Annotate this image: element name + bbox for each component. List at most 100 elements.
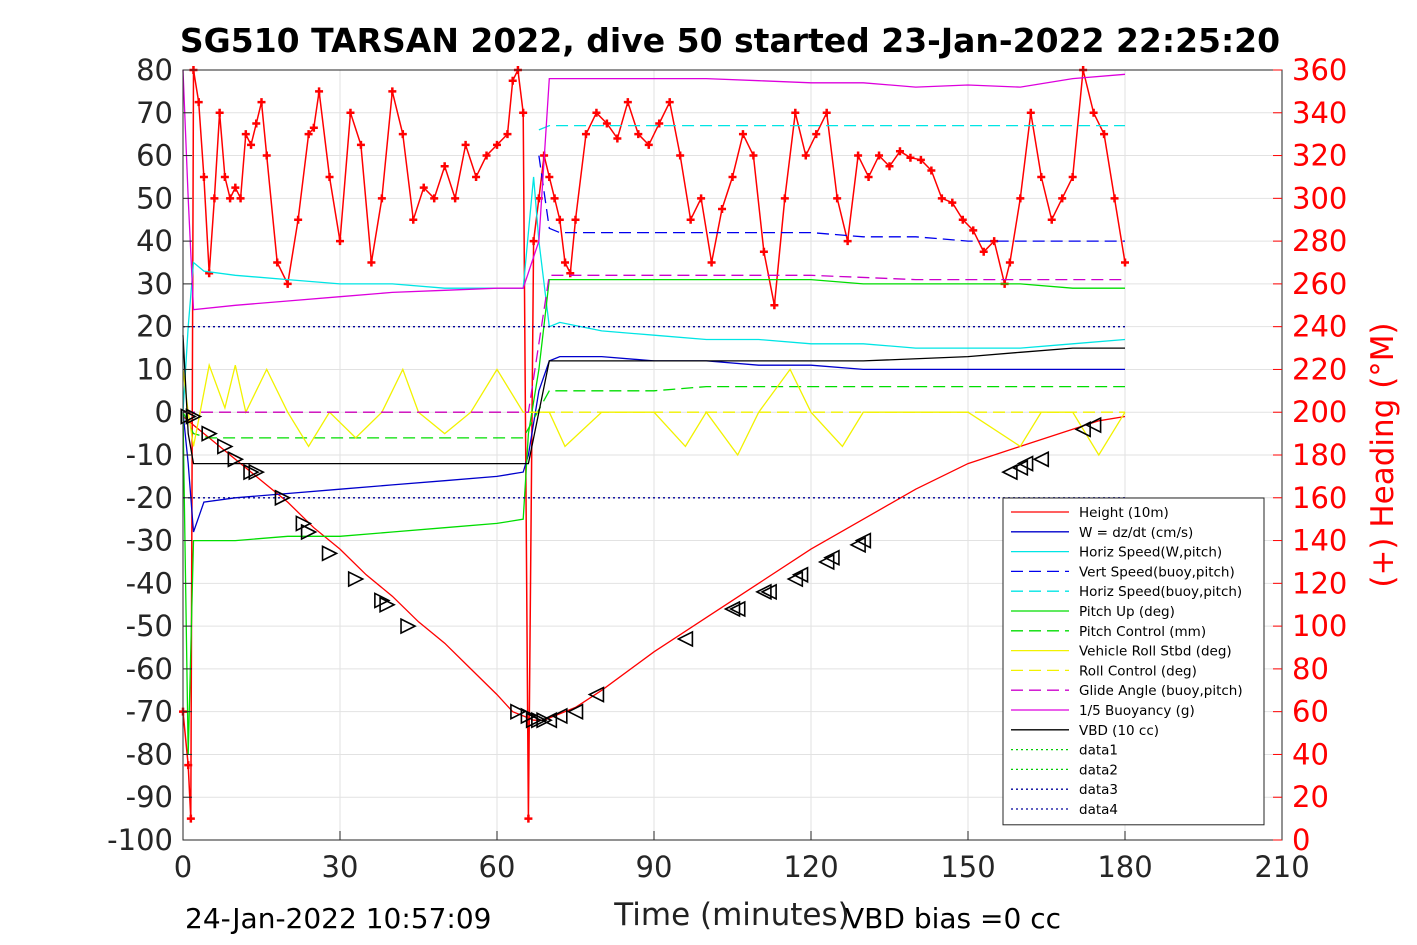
series-line [538,124,1125,131]
heading-point [948,198,957,207]
vbd-bias-label: VBD bias =0 cc [845,902,1061,935]
heading-point [325,172,334,181]
height-marker [525,711,543,729]
height-marker [510,703,527,720]
y-tick-label: 70 [136,96,173,130]
x-tick-label: 60 [479,850,516,884]
heading-point [812,130,821,139]
height-marker [791,566,809,584]
height-marker [185,408,203,425]
y2-tick-label: 280 [1292,224,1347,258]
legend-label: Pitch Up (deg) [1079,604,1175,620]
heading-point [550,194,559,203]
heading-point [472,172,481,181]
series-layer [179,66,1129,823]
height-marker [540,711,558,729]
height-marker [755,583,772,601]
heading-point [895,147,904,156]
y-tick-label: -70 [126,695,173,729]
height-marker [1032,450,1050,468]
heading-point [257,98,266,107]
heading-point [247,140,256,149]
heading-point [969,226,978,235]
heading-point [529,237,538,246]
heading-point [686,215,695,224]
legend-box [1002,497,1265,826]
timestamp-label: 24-Jan-2022 10:57:09 [185,902,491,935]
heading-point [843,237,852,246]
y2-tick-label: 60 [1292,695,1329,729]
heading-point [822,108,831,117]
y-tick-label: 30 [136,267,173,301]
height-marker [201,425,218,442]
y-tick-label: -30 [126,524,173,558]
heading-point [1110,194,1119,203]
height-marker [587,686,605,703]
y2-tick-label: 360 [1292,53,1347,87]
height-marker [227,450,245,468]
height-marker [723,600,741,618]
heading-point [906,153,915,162]
y-tick-label: 20 [136,310,173,344]
heading-point [461,140,470,149]
heading-point [927,166,936,175]
y2-tick-label: 340 [1292,96,1347,130]
legend-label: Vert Speed(buoy,pitch) [1079,564,1235,580]
series-line [182,415,1126,721]
heading-point [1016,194,1025,203]
heading-point [1100,130,1109,139]
heading-point [644,140,653,149]
heading-point [592,108,601,117]
heading-point [1037,172,1046,181]
height-marker [1084,416,1102,434]
heading-point [226,194,235,203]
height-marker [217,438,234,455]
legend-label: data1 [1079,743,1118,759]
heading-point [1058,194,1067,203]
heading-point [336,237,344,246]
height-marker [321,545,339,562]
heading-point [241,130,250,139]
heading-point [958,215,967,224]
legend-label: data2 [1079,762,1118,778]
heading-point [231,183,240,192]
y-tick-label: -50 [126,609,173,643]
heading-point [524,814,533,823]
y2-tick-label: 220 [1292,352,1347,386]
height-marker [374,592,391,609]
legend-label: data3 [1079,782,1118,798]
x-tick-label: 90 [636,850,673,884]
heading-point [791,108,800,117]
y-tick-label: 50 [136,181,173,215]
height-marker [551,707,568,725]
heading-point [252,119,261,128]
height-marker [760,583,777,601]
y2-tick-label: 20 [1292,780,1329,814]
heading-point [623,98,632,107]
heading-point [801,151,810,160]
heading-point [634,130,643,139]
heading-point [707,258,716,267]
legend-label: VBD (10 cc) [1079,723,1159,739]
legend-label: Roll Control (deg) [1079,663,1197,679]
heading-point [864,172,873,181]
series-line [182,355,1125,533]
y2-tick-label: 100 [1292,609,1347,643]
heading-point [1089,108,1098,117]
heading-point [571,215,580,224]
x-tick-label: 0 [174,850,192,884]
heading-point [676,151,685,160]
x-tick-label: 120 [783,850,838,884]
height-marker [180,408,198,425]
height-marker [274,489,292,507]
chart-title: SG510 TARSAN 2022, dive 50 started 23-Ja… [180,21,1280,60]
heading-point [194,98,203,107]
series-line [182,385,1125,439]
heading-point [482,151,491,160]
heading-point [210,194,219,203]
series-line [183,274,1125,413]
heading-point [262,151,271,160]
heading-point [294,215,303,224]
heading-point [979,247,988,256]
heading-point [493,140,501,149]
